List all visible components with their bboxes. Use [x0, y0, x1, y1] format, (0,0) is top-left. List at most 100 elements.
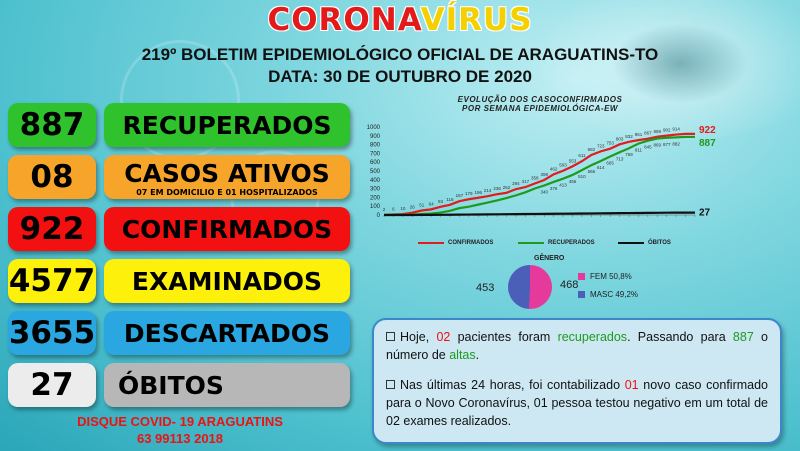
info-highlight: altas [449, 348, 476, 362]
data-label: 398 [540, 172, 548, 177]
masc-label: MASC 49,2% [590, 290, 639, 299]
data-label-recovered: 665 [606, 160, 614, 165]
masc-swatch [578, 291, 585, 298]
chart-title-line1: EVOLUÇÃO DOS CASOCONFIRMADOS [457, 95, 623, 104]
info-text: . Passando para [627, 330, 733, 344]
data-label: 682 [588, 147, 596, 152]
gender-right-value: 468 [560, 279, 579, 291]
legend-swatch [518, 242, 544, 244]
title-virus: VÍRUS [420, 2, 533, 38]
stat-label: CONFIRMADOS [104, 207, 350, 251]
data-label: 252 [503, 185, 511, 190]
info-text: . [475, 348, 480, 362]
legend-swatch [618, 242, 644, 244]
data-label-recovered: 510 [578, 174, 586, 179]
data-label: 723 [597, 143, 605, 148]
fem-label: FEM 50,8% [590, 272, 632, 281]
y-tick-label: 100 [370, 204, 381, 210]
stat-value: 3655 [8, 311, 96, 355]
hotline-number: 63 99113 2018 [136, 431, 224, 446]
gender-legend-fem: FEM 50,8% [578, 272, 632, 281]
legend-label: CONFIRMADOS [448, 240, 494, 246]
gender-legend-masc: MASC 49,2% [578, 290, 638, 299]
y-tick-label: 800 [370, 143, 381, 149]
stat-label-box: CASOS ATIVOS 07 EM DOMICILIO E 01 HOSPIT… [104, 155, 350, 199]
data-label: 902 [663, 128, 671, 133]
data-label: 236 [493, 186, 501, 191]
gender-left-value: 453 [476, 282, 495, 294]
info-text: o número de [386, 330, 768, 362]
y-tick-label: 500 [370, 169, 381, 175]
chart-title-line2: POR SEMANA EPIDEMIOLÓGICA-EW [462, 104, 618, 113]
data-label: 753 [606, 141, 614, 146]
data-label-recovered: 845 [644, 145, 652, 150]
data-label: 2 [383, 207, 386, 212]
info-highlight: 887 [732, 330, 754, 344]
series-end-label: 922 [699, 125, 716, 136]
y-tick-label: 200 [370, 195, 381, 201]
chart-legend: CONFIRMADOS RECUPERADOS ÓBITOS [418, 240, 718, 252]
legend-item-confirmados: CONFIRMADOS [418, 240, 493, 246]
y-tick-label: 1000 [367, 125, 381, 131]
data-label: 867 [644, 131, 652, 136]
bulletin-heading: 219º BOLETIM EPIDEMIOLÓGICO OFICIAL DE A… [141, 45, 659, 64]
stat-label: DESCARTADOS [104, 311, 350, 355]
data-label: 214 [484, 188, 492, 193]
y-tick-label: 300 [370, 187, 381, 193]
info-text: pacientes foram [450, 330, 558, 344]
y-tick-label: 600 [370, 160, 381, 166]
data-label: 503 [559, 163, 567, 168]
info-paragraph-recovered: Hoje, 02 pacientes foram recuperados. Pa… [386, 328, 768, 364]
stat-value: 887 [8, 103, 96, 147]
checkbox-icon [386, 380, 395, 389]
stat-label: CASOS ATIVOS [124, 159, 330, 188]
data-label: 6 [392, 206, 395, 211]
data-label: 889 [654, 129, 662, 134]
info-box: Hoje, 02 pacientes foram recuperados. Pa… [372, 318, 782, 444]
page-title: CORONAVÍRUS [0, 2, 800, 38]
gender-title: GÊNERO [534, 255, 565, 262]
data-label: 317 [522, 179, 530, 184]
data-label: 93 [438, 199, 444, 204]
stat-value: 922 [8, 207, 96, 251]
data-label: 157 [456, 193, 464, 198]
data-label-recovered: 877 [663, 142, 671, 147]
data-label-recovered: 869 [654, 143, 662, 148]
info-paragraph-new-case: Nas últimas 24 horas, foi contabilizado … [386, 376, 768, 430]
legend-item-recuperados: RECUPERADOS [518, 240, 595, 246]
data-label-recovered: 614 [597, 165, 605, 170]
info-text: novo caso confirmado para o Novo Coronav… [386, 378, 769, 428]
gender-pie-chart [508, 265, 552, 309]
stat-value: 27 [8, 363, 96, 407]
series-line-1 [383, 135, 695, 217]
data-label-recovered: 376 [550, 186, 558, 191]
info-text: Hoje, [400, 330, 437, 344]
chart-title: EVOLUÇÃO DOS CASOCONFIRMADOS POR SEMANA … [440, 95, 640, 113]
info-highlight: 01 [624, 378, 639, 392]
data-label: 832 [625, 134, 633, 139]
series-line-2 [384, 211, 695, 217]
data-label: 196 [474, 190, 482, 195]
info-text: Nas últimas 24 horas, foi contabilizado [400, 378, 625, 392]
data-label: 64 [429, 201, 435, 206]
data-label-recovered: 455 [569, 179, 577, 184]
stat-value: 4577 [8, 259, 96, 303]
title-corona: CORONA [267, 2, 421, 38]
bulletin-date: DATA: 30 DE OUTUBRO DE 2020 [268, 67, 532, 86]
y-tick-label: 900 [370, 134, 381, 140]
stat-label: RECUPERADOS [104, 103, 350, 147]
data-label-recovered: 759 [625, 152, 633, 157]
data-label-recovered: 811 [635, 148, 643, 153]
data-label: 914 [672, 127, 680, 132]
checkbox-icon [386, 332, 395, 341]
data-label-recovered: 882 [672, 141, 680, 146]
y-tick-label: 0 [377, 213, 381, 219]
series-line-0 [383, 132, 695, 216]
data-label: 179 [465, 191, 473, 196]
data-label: 51 [419, 203, 425, 208]
data-label: 851 [635, 132, 643, 137]
legend-swatch [418, 242, 444, 244]
series-end-label: 27 [699, 208, 711, 219]
